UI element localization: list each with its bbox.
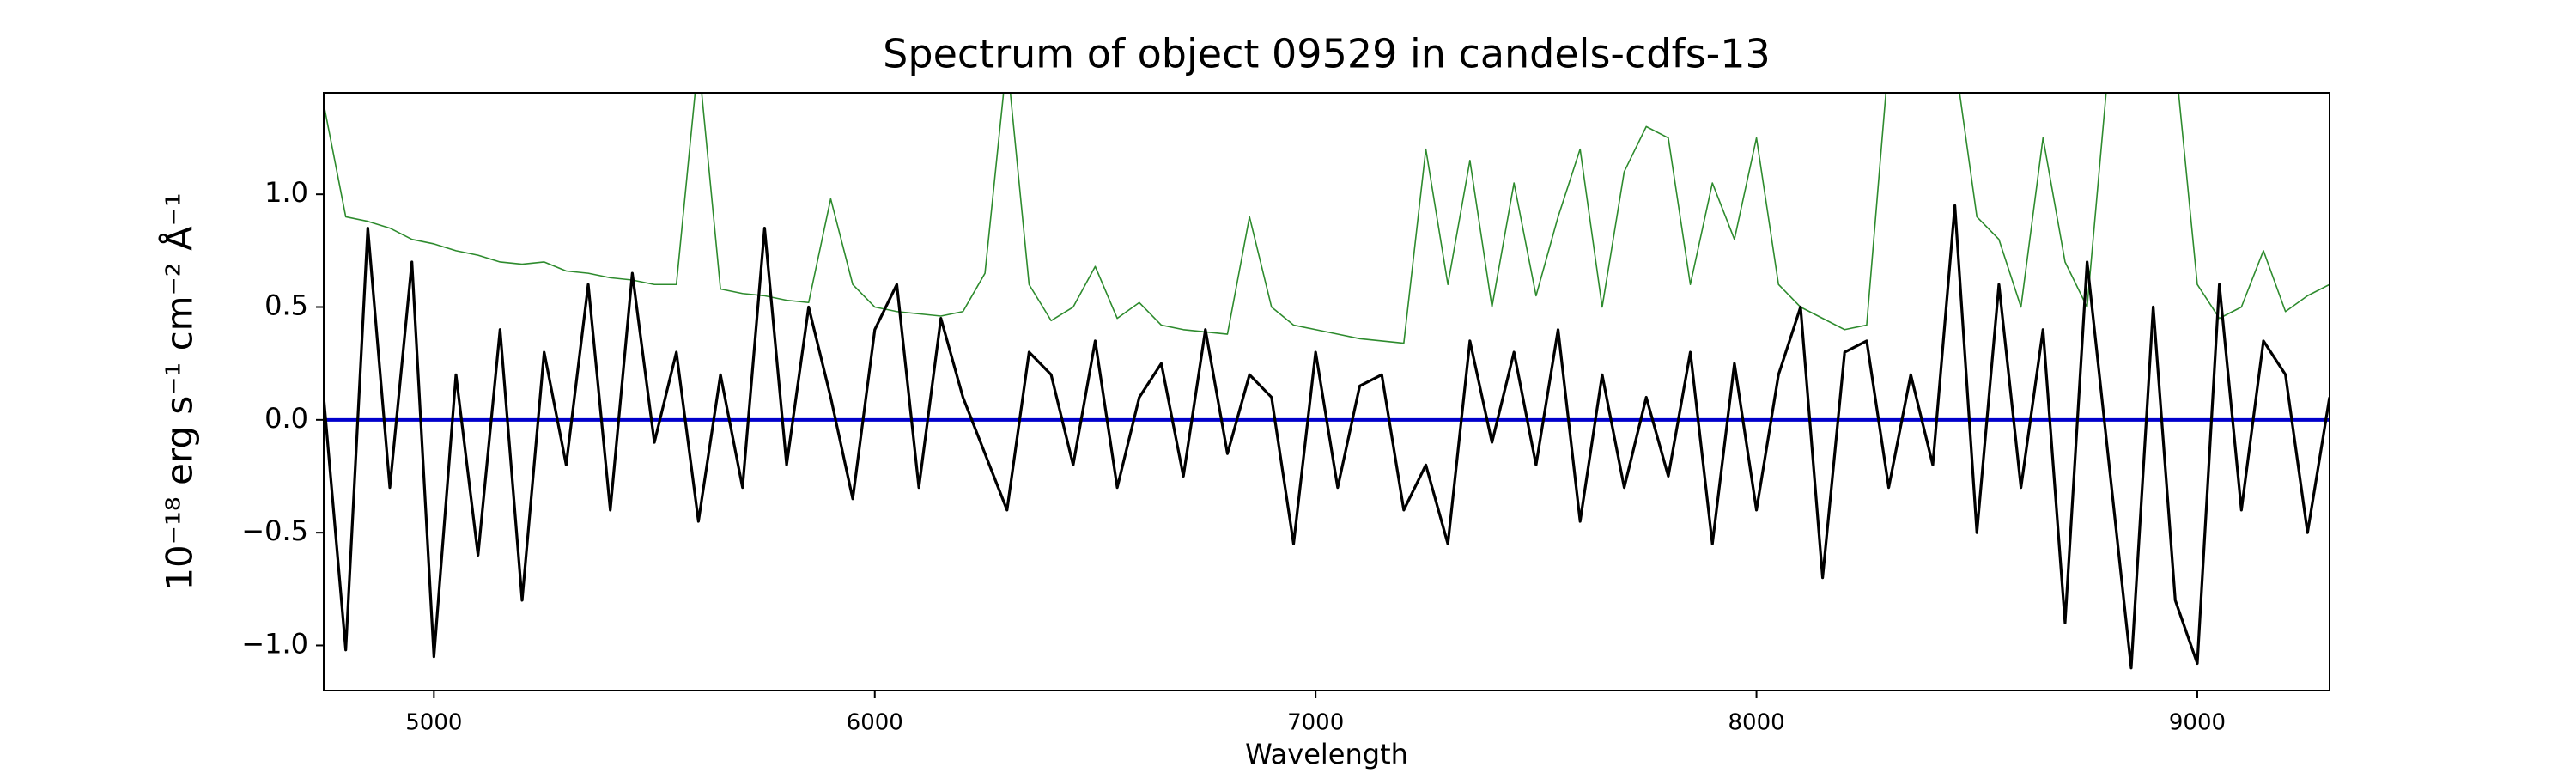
x-tick-label: 9000: [2169, 710, 2226, 736]
y-tick-label: 1.0: [264, 176, 308, 209]
y-tick-label: −1.0: [241, 627, 308, 660]
x-axis-label: Wavelength: [1245, 738, 1408, 770]
plot-area: [324, 93, 2330, 670]
x-tick-label: 6000: [847, 710, 903, 736]
y-axis-label: 10⁻¹⁸ erg s⁻¹ cm⁻² Å⁻¹: [158, 192, 201, 590]
spectrum-line: [324, 93, 2330, 344]
y-tick-label: 0.0: [264, 402, 308, 435]
y-tick-label: 0.5: [264, 289, 308, 322]
plot-frame: [323, 92, 2330, 691]
x-tick-label: 5000: [405, 710, 462, 736]
spectrum-line: [324, 204, 2330, 670]
x-tick-label: 7000: [1287, 710, 1344, 736]
chart-title: Spectrum of object 09529 in candels-cdfs…: [883, 31, 1771, 77]
x-tick-label: 8000: [1728, 710, 1784, 736]
y-tick-label: −0.5: [241, 514, 308, 547]
